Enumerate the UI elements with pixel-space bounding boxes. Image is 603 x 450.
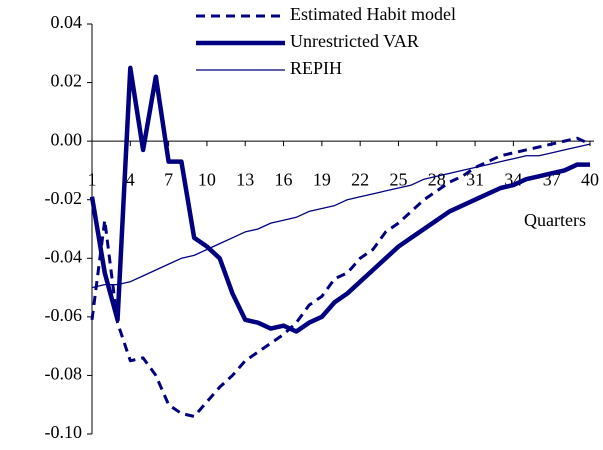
x-tick-label: 7 xyxy=(164,169,173,189)
y-tick-label: -0.10 xyxy=(45,422,83,442)
x-tick-label: 13 xyxy=(236,169,254,189)
y-tick-label: 0.04 xyxy=(51,12,83,32)
legend-label: Estimated Habit model xyxy=(290,4,456,24)
x-tick-label: 16 xyxy=(275,169,293,189)
x-axis-label: Quarters xyxy=(524,210,586,230)
y-tick-label: -0.06 xyxy=(45,305,83,325)
series-line xyxy=(91,143,591,289)
x-tick-label: 25 xyxy=(389,169,407,189)
legend-label: Unrestricted VAR xyxy=(290,31,419,51)
y-tick-label: -0.02 xyxy=(45,188,83,208)
series-line xyxy=(89,65,590,334)
y-tick-label: 0.00 xyxy=(51,129,83,149)
x-tick-label: 40 xyxy=(581,169,599,189)
y-tick-label: -0.04 xyxy=(45,246,83,266)
x-tick-label: 31 xyxy=(466,169,484,189)
x-tick-label: 19 xyxy=(313,169,331,189)
y-tick-label: -0.08 xyxy=(45,364,83,384)
x-tick-label: 22 xyxy=(351,169,369,189)
x-tick-label: 28 xyxy=(428,169,446,189)
y-tick-label: 0.02 xyxy=(51,71,83,91)
x-tick-label: 10 xyxy=(198,169,216,189)
legend-label: REPIH xyxy=(290,58,342,78)
series-line xyxy=(90,136,591,418)
x-tick-label: 1 xyxy=(88,169,97,189)
x-tick-label: 4 xyxy=(126,169,135,189)
